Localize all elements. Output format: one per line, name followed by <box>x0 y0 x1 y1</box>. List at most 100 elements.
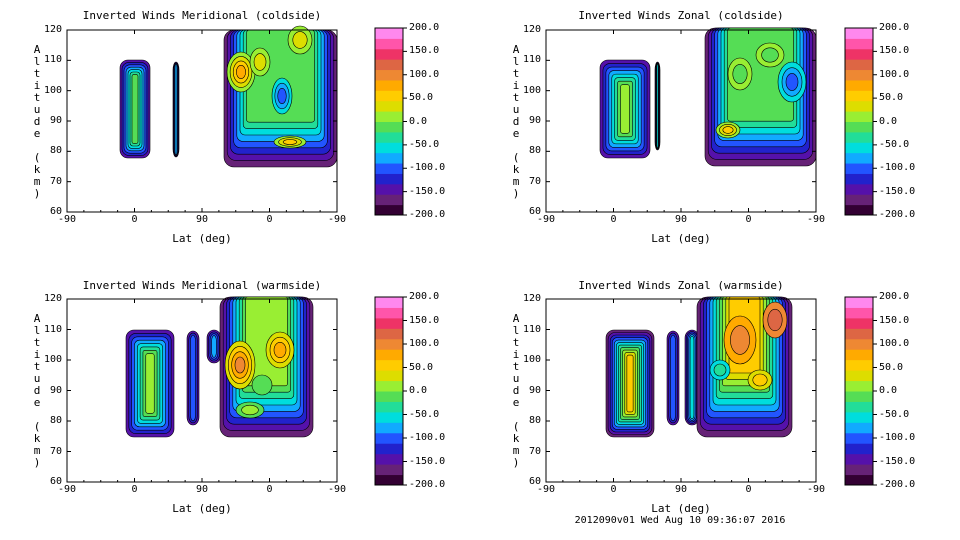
panel-0-ytick-label-6: 120 <box>44 24 63 35</box>
panel-3-colorbar-label-3: 50.0 <box>879 361 904 373</box>
panel-3-colorbar-swatch-14 <box>845 328 873 340</box>
panel-3-colorbar-swatch-5 <box>845 422 873 434</box>
panel-2-colorbar-swatch-4 <box>375 432 403 444</box>
panel-1-colorbar-swatch-0 <box>845 204 873 216</box>
panel-0-ytick-label-3: 90 <box>50 115 63 126</box>
panel-1-colorbar-label-5: -50.0 <box>879 138 910 150</box>
panel-3-contour-cell-2-1 <box>752 373 768 387</box>
panel-3-xtick-label-0: -90 <box>537 484 556 495</box>
footer-timestamp: 2012090v01 Wed Aug 10 09:36:07 2016 <box>574 515 786 526</box>
panel-2-contour-cell-2-0 <box>251 374 273 396</box>
panel-3-contour-region-1-2 <box>670 334 676 422</box>
panel-1-ytick-label-5: 110 <box>523 54 542 66</box>
panel-3-ytick-label-3: 90 <box>529 384 542 396</box>
panel-3-ytick-label-5: 110 <box>523 323 542 335</box>
panel-2-colorbar-swatch-5 <box>375 422 403 434</box>
panel-1-contour-region-1-4 <box>656 63 659 149</box>
panel-1-colorbar-label-6: -100.0 <box>879 162 916 174</box>
panel-2-colorbar-swatch-7 <box>375 401 403 413</box>
panel-1-colorbar-swatch-11 <box>845 90 873 102</box>
panel-3-colorbar-label-6: -100.0 <box>879 432 916 443</box>
panel-0-contour-cell-0-3 <box>236 65 246 79</box>
panel-1-colorbar-label-0: 200.0 <box>879 22 910 33</box>
panel-2-contour-cell-0-3 <box>234 356 246 374</box>
panel-0-contour-region-1-3 <box>174 64 178 155</box>
panel-0-colorbar-swatch-8 <box>375 121 403 133</box>
panel-2-colorbar-swatch-8 <box>375 391 403 402</box>
panel-2-colorbar-label-6: -100.0 <box>409 432 446 443</box>
panel-1-ytick-label-3: 90 <box>529 115 542 126</box>
panel-3-ytick-label-4: 100 <box>523 354 542 365</box>
panel-2-colorbar-label-2: 100.0 <box>409 338 440 349</box>
panel-3-colorbar-swatch-6 <box>845 411 873 423</box>
panel-2-colorbar-swatch-13 <box>375 338 403 350</box>
panel-1-colorbar-label-8: -200.0 <box>879 209 916 220</box>
panel-0-colorbar-label-6: -100.0 <box>409 162 446 174</box>
panel-0-ytick-label-0: 60 <box>50 206 63 217</box>
panel-3-colorbar-swatch-12 <box>845 349 873 361</box>
panel-0-colorbar-swatch-11 <box>375 90 403 102</box>
panel-3-colorbar-label-4: 0.0 <box>879 385 898 396</box>
panel-0-colorbar-swatch-12 <box>375 79 403 91</box>
panel-1-colorbar-swatch-6 <box>845 142 873 154</box>
panel-0-contour-cell-4-2 <box>282 139 298 145</box>
panel-0-colorbar-swatch-5 <box>375 152 403 164</box>
panel-3-colorbar-swatch-7 <box>845 401 873 413</box>
panel-3-colorbar-label-1: 150.0 <box>879 314 910 326</box>
panel-1-contour-cell-1-1 <box>732 64 748 84</box>
panel-0-colorbar-label-0: 200.0 <box>409 22 440 33</box>
panel-0-contour-cell-3-1 <box>292 31 308 49</box>
panel-3-colorbar-label-8: -200.0 <box>879 479 916 490</box>
panel-1-contour-cell-2-2 <box>722 126 734 134</box>
panel-2-contour-cell-3-1 <box>241 404 259 416</box>
panel-0-ytick-label-5: 110 <box>44 54 63 66</box>
panel-2-colorbar-swatch-17 <box>375 297 403 308</box>
panel-1-xtick-label-2: 90 <box>675 214 688 225</box>
panel-0-xtick-label-1: 0 <box>131 214 138 225</box>
panel-2-colorbar-label-3: 50.0 <box>409 361 434 373</box>
panel-3-contour-cell-0-1 <box>730 325 750 355</box>
panel-0-colorbar-swatch-3 <box>375 173 403 185</box>
panel-1-colorbar-swatch-7 <box>845 131 873 143</box>
panel-0-colorbar-swatch-9 <box>375 111 403 122</box>
panel-0-colorbar-swatch-1 <box>375 194 403 206</box>
panel-3-xtick-label-4: -90 <box>807 484 826 495</box>
panel-1-colorbar-swatch-9 <box>845 111 873 122</box>
panel-2-colorbar-label-1: 150.0 <box>409 314 440 326</box>
panel-0-xtick-label-4: -90 <box>328 214 347 225</box>
panel-0-ytick-label-4: 100 <box>44 84 63 96</box>
panel-1-colorbar-swatch-14 <box>845 59 873 71</box>
panel-0-colorbar-swatch-4 <box>375 163 403 174</box>
panel-0-colorbar-swatch-2 <box>375 183 403 195</box>
panel-1-colorbar-label-3: 50.0 <box>879 92 904 104</box>
panel-0-xtick-label-2: 90 <box>196 214 209 225</box>
panel-1-colorbar-swatch-13 <box>845 69 873 81</box>
panel-2-colorbar-swatch-15 <box>375 317 403 329</box>
panel-1-xtick-label-3: 0 <box>745 214 752 225</box>
panel-1-colorbar-label-1: 150.0 <box>879 45 910 57</box>
panel-0-contour-region-0-6 <box>131 74 139 144</box>
panel-2-ytick-label-0: 60 <box>50 476 63 487</box>
panel-0-colorbar-swatch-17 <box>375 28 403 39</box>
panel-1-colorbar-swatch-3 <box>845 173 873 185</box>
panel-1-colorbar-swatch-4 <box>845 163 873 174</box>
panel-1-xlabel: Lat (deg) <box>651 232 711 245</box>
panel-3-xtick-label-1: 0 <box>610 484 617 495</box>
panel-3-colorbar-swatch-1 <box>845 464 873 476</box>
panel-3-colorbar-label-5: -50.0 <box>879 408 910 420</box>
panel-2-contour-cell-1-2 <box>273 341 287 359</box>
panel-1-ytick-label-4: 100 <box>523 84 542 96</box>
panel-2-xtick-label-1: 0 <box>131 484 138 495</box>
panel-2-colorbar-swatch-10 <box>375 370 403 382</box>
panel-1-colorbar-swatch-17 <box>845 28 873 39</box>
panel-0-colorbar-swatch-14 <box>375 59 403 71</box>
panel-2-colorbar-label-4: 0.0 <box>409 385 428 396</box>
panel-1-colorbar-label-2: 100.0 <box>879 68 910 80</box>
panel-3-title: Inverted Winds Zonal (warmside) <box>578 279 784 292</box>
panel-3-colorbar-label-0: 200.0 <box>879 291 910 302</box>
panel-1-xtick-label-1: 0 <box>610 214 617 225</box>
